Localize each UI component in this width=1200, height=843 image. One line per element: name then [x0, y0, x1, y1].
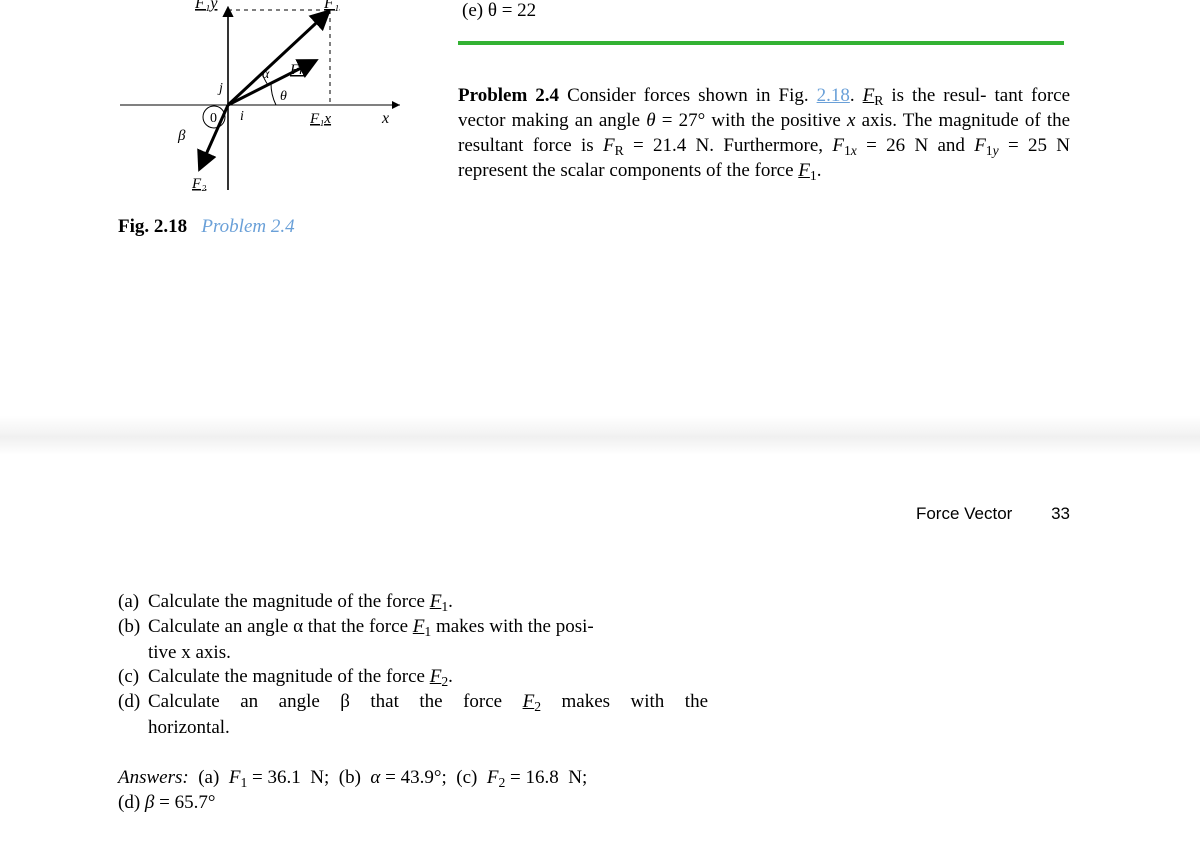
label-i: i [240, 109, 244, 124]
theta-val: 27 [679, 110, 698, 131]
figure-caption: Fig. 2.18 Problem 2.4 [118, 216, 295, 238]
p5: components of the force [609, 160, 798, 181]
p1c: is the resul- [883, 85, 986, 106]
fig-ref-link[interactable]: 2.18 [817, 85, 850, 106]
ans-d: 65.7 [175, 792, 208, 813]
f1y-val: 25 [1028, 135, 1047, 156]
problem-label: Problem 2.4 [458, 85, 559, 106]
answers-label: Answers: [118, 767, 189, 788]
question-list: (a) Calculate the magnitude of the force… [118, 590, 708, 740]
label-zero: 0 [210, 111, 217, 126]
p3b: N. [686, 135, 714, 156]
p1a: Consider forces shown in Fig. [567, 85, 817, 106]
question-d-cont: horizontal. [118, 716, 708, 740]
p4a: Furthermore, [723, 135, 832, 156]
label-beta: β [177, 128, 186, 144]
ans-b: 43.9 [401, 767, 434, 788]
label-f1y: F₁y [194, 0, 218, 12]
header-section: Force Vector [916, 504, 1012, 523]
fragment-text: (e) θ = 22 [462, 0, 536, 21]
question-b: (b) Calculate an angle α that the force … [118, 615, 708, 640]
figure-caption-subject: Problem 2.4 [201, 216, 294, 237]
page-break-shadow [0, 415, 1200, 455]
fr-val: 21.4 [653, 135, 686, 156]
label-fr: Fʀ [289, 62, 306, 78]
section-divider [458, 41, 1064, 45]
question-b-cont: tive x axis. [118, 641, 708, 665]
page-root: (e) θ = 22 F₁y F₁ Fʀ α θ j [0, 0, 1200, 843]
header-page-number: 33 [1051, 504, 1070, 523]
question-d: (d) Calculate an angle β that the force … [118, 690, 708, 715]
label-alpha: α [262, 67, 270, 82]
label-theta: θ [280, 89, 287, 104]
running-header: Force Vector 33 [916, 504, 1070, 524]
ans-a: 36.1 [268, 767, 301, 788]
ans-c: 16.8 [526, 767, 559, 788]
p1b: . [850, 85, 863, 106]
fr-symbol: F [863, 85, 875, 106]
label-f1x: F₁x [309, 111, 331, 127]
f1x-val: 26 [886, 135, 905, 156]
p4b: N and [905, 135, 974, 156]
label-j: j [217, 81, 223, 96]
question-c: (c) Calculate the magnitude of the force… [118, 665, 708, 690]
question-a: (a) Calculate the magnitude of the force… [118, 590, 708, 615]
label-f1: F₁ [323, 0, 339, 12]
label-f2: F₂ [191, 176, 206, 192]
label-x-axis: x [381, 110, 389, 127]
fragment-previous-answer: (e) θ = 22 [462, 0, 536, 22]
vector-f1 [228, 12, 328, 105]
problem-statement: Problem 2.4 Consider forces shown in Fig… [458, 84, 1070, 184]
p2b: with the positive [705, 110, 841, 131]
answers-block: Answers: (a) F1 = 36.1 N; (b) α = 43.9°;… [118, 766, 708, 816]
figure-caption-label: Fig. 2.18 [118, 216, 187, 237]
figure-2-18: F₁y F₁ Fʀ α θ j i 0 F₁x x β F₂ [100, 0, 420, 210]
